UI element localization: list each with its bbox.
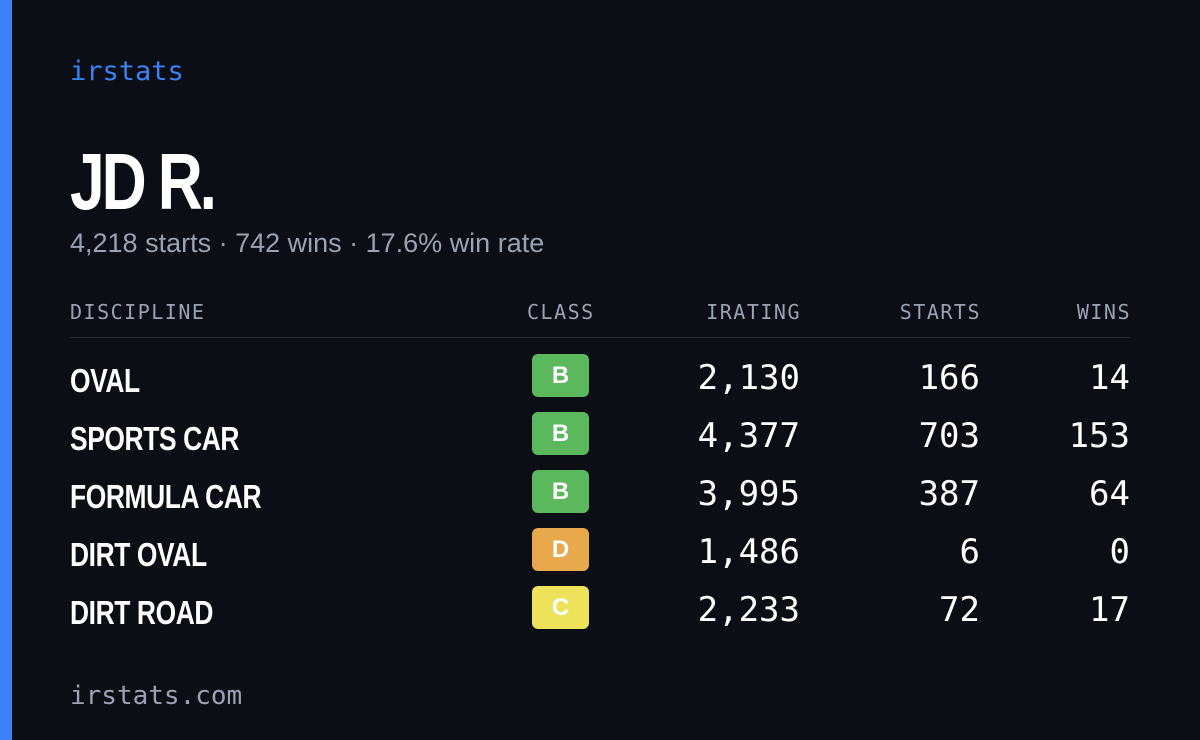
- class-badge: B: [532, 354, 589, 397]
- wins: 17: [1089, 590, 1130, 630]
- starts: 72: [939, 590, 980, 630]
- column-header: WINS: [1076, 300, 1131, 324]
- class-badge: D: [532, 528, 589, 571]
- column-header: DISCIPLINE: [70, 300, 206, 324]
- discipline: DIRT ROAD: [70, 594, 214, 631]
- wins: 64: [1089, 474, 1130, 514]
- discipline: SPORTS CAR: [70, 420, 240, 457]
- footer-site: irstats.com: [70, 681, 243, 711]
- divider: [70, 337, 1130, 338]
- irating: 1,486: [697, 532, 800, 572]
- wins: 0: [1109, 532, 1130, 572]
- accent-stripe: [0, 0, 12, 740]
- discipline: DIRT OVAL: [70, 536, 207, 573]
- discipline: FORMULA CAR: [70, 478, 262, 515]
- starts: 6: [959, 532, 980, 572]
- starts: 387: [918, 474, 980, 514]
- discipline: OVAL: [70, 362, 140, 399]
- class-badge: B: [532, 470, 589, 513]
- wins: 14: [1089, 358, 1130, 398]
- summary: 4,218 starts · 742 wins · 17.6% win rate: [70, 228, 545, 258]
- starts: 166: [918, 358, 980, 398]
- irating: 2,130: [697, 358, 800, 398]
- irating: 2,233: [697, 590, 800, 630]
- column-header: CLASS: [527, 300, 595, 324]
- column-header: STARTS: [899, 300, 981, 324]
- class-badge: B: [532, 412, 589, 455]
- wins: 153: [1068, 416, 1130, 456]
- irating: 4,377: [697, 416, 800, 456]
- brand: irstats: [70, 56, 184, 87]
- irating: 3,995: [697, 474, 800, 514]
- class-badge: C: [532, 586, 589, 629]
- column-header: IRATING: [706, 300, 801, 324]
- starts: 703: [918, 416, 980, 456]
- driver-name: JD R.: [70, 137, 217, 226]
